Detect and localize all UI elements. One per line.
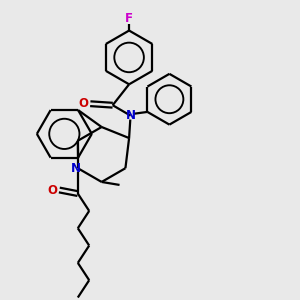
Text: O: O: [79, 97, 89, 110]
Text: N: N: [70, 162, 80, 175]
Text: N: N: [126, 109, 136, 122]
Text: F: F: [125, 12, 133, 25]
Text: O: O: [48, 184, 58, 196]
